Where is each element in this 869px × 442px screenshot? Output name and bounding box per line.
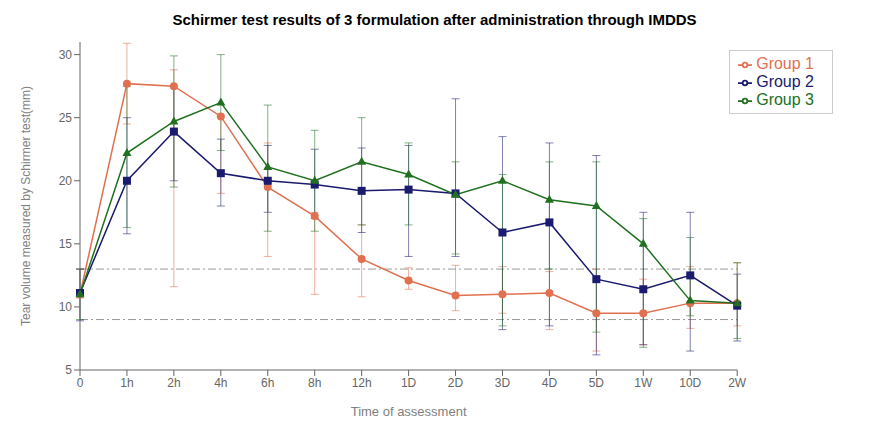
html-text:Schirmer test results of 3 for: Schirmer test results of 3 formulation a… <box>172 11 697 28</box>
svg-text:0: 0 <box>77 376 84 390</box>
svg-text:2D: 2D <box>448 376 464 390</box>
svg-text:1D: 1D <box>401 376 417 390</box>
svg-text:6h: 6h <box>261 376 274 390</box>
svg-text:12h: 12h <box>352 376 372 390</box>
svg-text:1W: 1W <box>634 376 653 390</box>
html-text:Group 3: Group 3 <box>756 91 814 108</box>
svg-text:3D: 3D <box>495 376 511 390</box>
svg-text:8h: 8h <box>308 376 321 390</box>
svg-text:25: 25 <box>59 111 73 125</box>
svg-text:10D: 10D <box>679 376 701 390</box>
svg-text:20: 20 <box>59 174 73 188</box>
svg-text:10: 10 <box>59 300 73 314</box>
svg-text:30: 30 <box>59 48 73 62</box>
svg-text:Time of assessment: Time of assessment <box>351 404 467 419</box>
svg-text:4D: 4D <box>542 376 558 390</box>
html-text:Group 1: Group 1 <box>756 55 814 72</box>
svg-text:1h: 1h <box>120 376 133 390</box>
svg-text:4h: 4h <box>214 376 227 390</box>
svg-text:2W: 2W <box>728 376 747 390</box>
svg-text:15: 15 <box>59 237 73 251</box>
svg-text:5D: 5D <box>589 376 605 390</box>
svg-text:2h: 2h <box>167 376 180 390</box>
svg-text:5: 5 <box>65 363 72 377</box>
svg-text:Tear volume measured by Schirm: Tear volume measured by Schirmer test(mm… <box>19 86 33 326</box>
html-text:Group 2: Group 2 <box>756 73 814 90</box>
